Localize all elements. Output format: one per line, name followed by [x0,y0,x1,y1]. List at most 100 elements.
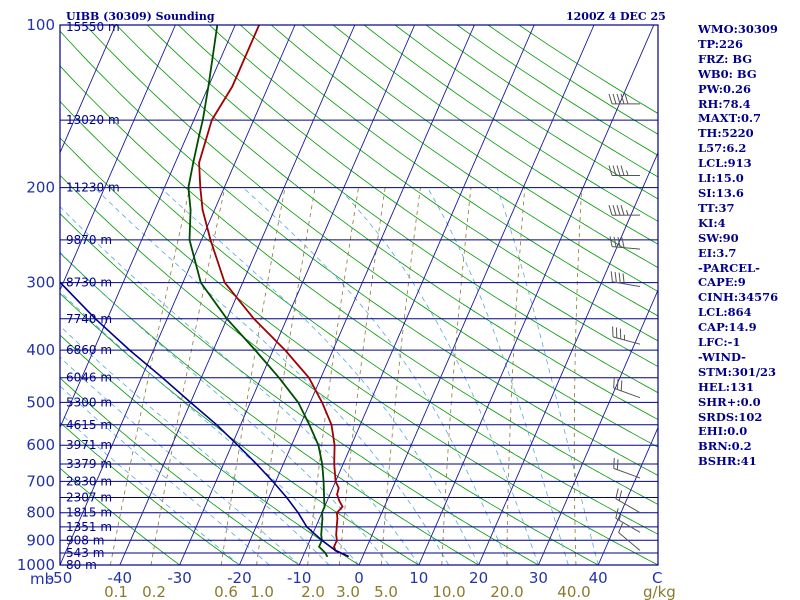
index-line: CAP:14.9 [698,320,757,335]
index-line: STM:301/23 [698,364,777,379]
wind-barb-flag [609,236,613,247]
temperature-data-point [337,487,340,489]
isotherm-line [60,25,117,154]
temperature-tick-label: 30 [529,569,548,587]
wind-barb-flag [618,272,621,284]
temperature-tick-label: -10 [287,569,312,587]
dewpoint-data-point [188,239,191,241]
index-line: SI:13.6 [698,185,744,200]
temperature-data-point [338,499,341,502]
wind-barb-staff [612,281,641,288]
wind-barb-flag [620,165,625,176]
height-label: 3379 m [66,457,112,471]
parcel-data-point [255,463,258,465]
index-line: TH:5220 [698,126,754,141]
mixing-ratio-label: 40.0 [557,583,590,600]
isotherm-line [537,289,658,565]
height-label: 15550 m [66,20,120,34]
wind-barb-flag [612,205,617,216]
isotherm-line [60,25,236,429]
temperature-unit-label: C [652,569,662,587]
parcel-data-point [321,539,323,542]
wind-barb-flag [618,522,624,533]
mixing-ratio-label: 20.0 [490,583,523,600]
index-line: CAPE:9 [698,275,746,290]
dewpoint-data-point [318,545,320,548]
wind-barb-staff [615,517,641,533]
pressure-tick-label: 900 [26,531,55,549]
temperature-tick-label: 40 [589,569,608,587]
mixing-ratio-unit-label: g/kg [643,583,676,600]
height-label: 2830 m [66,474,112,488]
mixing-ratio-line [441,187,472,565]
wind-barb-flag [615,508,619,519]
wind-barb-flag [608,205,613,216]
mixing-ratio-label: 0.6 [214,583,238,600]
wind-barb-flag [613,236,617,248]
index-line: BRN:0.2 [698,439,752,454]
index-line: FRZ: BG [698,51,753,66]
height-label: 2307 m [66,491,112,505]
pressure-tick-label: 200 [26,179,55,197]
wind-barb-flag [612,93,617,105]
temperature-data-point [198,161,201,164]
temperature-data-point [231,85,234,88]
mixing-ratio-label: 3.0 [336,583,360,600]
temperature-data-point [334,480,337,483]
temperature-data-point [341,505,344,508]
wind-barb-flag [608,93,613,105]
height-label: 8730 m [66,276,112,290]
pressure-unit-label: mb [30,570,54,588]
dewpoint-data-point [254,349,257,351]
index-line: EHI:0.0 [698,424,748,439]
isotherm-line [238,25,475,565]
dewpoint-data-point [297,401,300,404]
wind-barb-staff [613,467,641,479]
isotherm-line [119,25,356,565]
temperature-data-point [333,545,335,548]
height-label: 7740 m [66,312,112,326]
dewpoint-data-point [326,555,328,558]
wind-barb [608,205,641,216]
index-line: TP:226 [698,36,744,51]
dewpoint-data-point [317,444,320,447]
dewpoint-data-point [199,281,202,284]
height-label: 1815 m [66,506,112,520]
index-line: LFC:-1 [698,335,741,350]
temperature-data-point [335,526,338,528]
index-line: KI:4 [698,215,726,230]
isotherm-layer [60,25,658,565]
wind-barb-flag [620,93,625,105]
parcel-data-point [236,444,239,447]
temperature-data-point [210,119,213,121]
temperature-data-point [223,281,226,284]
wind-barb-flag [624,93,629,105]
wind-barb [615,488,641,514]
wind-barb-staff [618,532,641,551]
mixing-ratio-line [573,187,583,565]
wind-barb [613,377,641,399]
wind-barb-flag [616,459,619,470]
temperature-data-point [284,349,286,351]
wind-barb [610,271,641,288]
index-line: SW:90 [698,230,739,245]
dewpoint-data-point [201,119,204,121]
wind-barb-flag [620,205,625,216]
temperature-tick-label: -20 [227,569,252,587]
pressure-tick-label: 600 [26,436,55,454]
dewpoint-data-point [321,511,323,514]
index-line: LCL:913 [698,156,752,171]
index-line: CINH:34576 [698,290,779,305]
index-line: TT:37 [698,200,735,215]
wind-barb-flag [616,379,619,390]
dewpoint-data-point [189,209,192,211]
wind-barb [609,236,641,250]
mixing-ratio-label: 5.0 [374,583,398,600]
wind-barb-flag [614,271,617,283]
index-line: -WIND- [698,349,746,364]
height-label: 4615 m [66,418,112,432]
isotherm-line [179,25,416,565]
parcel-data-point [310,529,312,532]
